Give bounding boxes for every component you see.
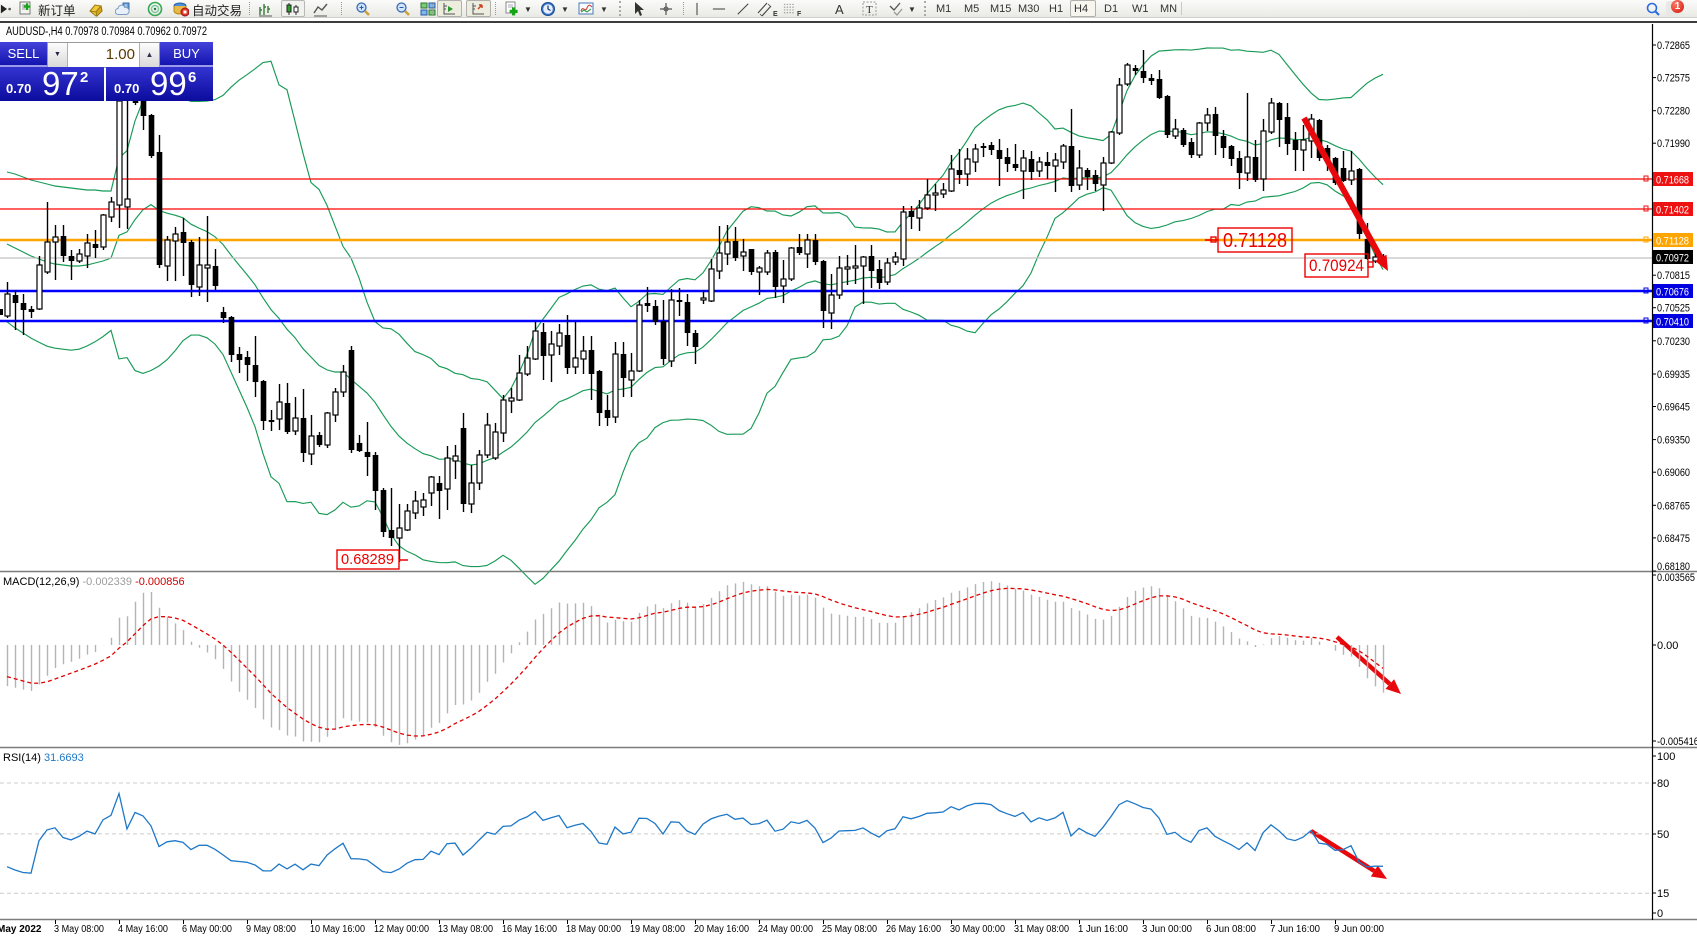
svg-text:10 May 16:00: 10 May 16:00 [310, 924, 365, 935]
svg-text:May 2022: May 2022 [0, 924, 42, 935]
svg-text:1 Jun 16:00: 1 Jun 16:00 [1078, 924, 1128, 935]
svg-text:0.70972: 0.70972 [1656, 253, 1689, 265]
svg-text:RSI(14) 31.6693: RSI(14) 31.6693 [3, 752, 84, 764]
svg-text:0.69935: 0.69935 [1657, 369, 1690, 381]
svg-text:3 Jun 00:00: 3 Jun 00:00 [1142, 924, 1192, 935]
svg-text:0.71128: 0.71128 [1656, 236, 1689, 248]
svg-text:0.69645: 0.69645 [1657, 402, 1690, 414]
svg-text:0.70924: 0.70924 [1309, 256, 1364, 275]
svg-text:0.68475: 0.68475 [1657, 533, 1690, 545]
svg-text:0.71128: 0.71128 [1223, 230, 1287, 252]
svg-text:0.70676: 0.70676 [1656, 287, 1689, 299]
svg-text:9 Jun 00:00: 9 Jun 00:00 [1334, 924, 1384, 935]
svg-text:0.71402: 0.71402 [1656, 205, 1689, 217]
svg-text:0.69060: 0.69060 [1657, 467, 1690, 479]
svg-text:MACD(12,26,9) -0.002339 -0.000: MACD(12,26,9) -0.002339 -0.000856 [3, 576, 185, 588]
svg-text:20 May 16:00: 20 May 16:00 [694, 924, 749, 935]
svg-text:0.68289: 0.68289 [341, 551, 394, 568]
svg-text:18 May 00:00: 18 May 00:00 [566, 924, 621, 935]
svg-text:13 May 08:00: 13 May 08:00 [438, 924, 493, 935]
svg-text:0.71668: 0.71668 [1656, 175, 1689, 187]
svg-text:0.71990: 0.71990 [1657, 138, 1690, 150]
svg-text:0.00: 0.00 [1657, 640, 1678, 652]
svg-text:9 May 08:00: 9 May 08:00 [246, 924, 296, 935]
svg-text:0.70815: 0.70815 [1657, 270, 1690, 282]
svg-text:0.72865: 0.72865 [1657, 40, 1690, 52]
svg-text:0.72280: 0.72280 [1657, 106, 1690, 118]
svg-text:100: 100 [1657, 751, 1675, 763]
svg-text:0.69350: 0.69350 [1657, 435, 1690, 447]
svg-text:19 May 08:00: 19 May 08:00 [630, 924, 685, 935]
svg-text:0.70525: 0.70525 [1657, 303, 1690, 315]
svg-text:15: 15 [1657, 888, 1669, 900]
svg-text:6 Jun 08:00: 6 Jun 08:00 [1206, 924, 1256, 935]
svg-text:0.72575: 0.72575 [1657, 73, 1690, 85]
svg-text:0.70410: 0.70410 [1656, 317, 1689, 329]
svg-text:T: T [866, 4, 873, 16]
svg-text:80: 80 [1657, 778, 1669, 790]
svg-text:-0.005416: -0.005416 [1657, 736, 1697, 748]
svg-text:7 Jun 16:00: 7 Jun 16:00 [1270, 924, 1320, 935]
svg-text:50: 50 [1657, 829, 1669, 841]
svg-text:24 May 00:00: 24 May 00:00 [758, 924, 813, 935]
svg-text:AUDUSD-,H4 0.70978 0.70984 0.: AUDUSD-,H4 0.70978 0.70984 0.70962 0.709… [6, 26, 207, 38]
svg-text:0.70230: 0.70230 [1657, 336, 1690, 348]
svg-text:4 May 16:00: 4 May 16:00 [118, 924, 168, 935]
svg-text:6 May 00:00: 6 May 00:00 [182, 924, 232, 935]
svg-text:31 May 08:00: 31 May 08:00 [1014, 924, 1069, 935]
svg-text:16 May 16:00: 16 May 16:00 [502, 924, 557, 935]
svg-text:0.003565: 0.003565 [1657, 572, 1695, 584]
svg-text:0.68765: 0.68765 [1657, 500, 1690, 512]
svg-text:0.68180: 0.68180 [1657, 561, 1690, 573]
svg-text:0: 0 [1657, 908, 1663, 920]
svg-text:3 May 08:00: 3 May 08:00 [54, 924, 104, 935]
svg-text:26 May 16:00: 26 May 16:00 [886, 924, 941, 935]
svg-text:12 May 00:00: 12 May 00:00 [374, 924, 429, 935]
svg-text:25 May 08:00: 25 May 08:00 [822, 924, 877, 935]
svg-text:30 May 00:00: 30 May 00:00 [950, 924, 1005, 935]
